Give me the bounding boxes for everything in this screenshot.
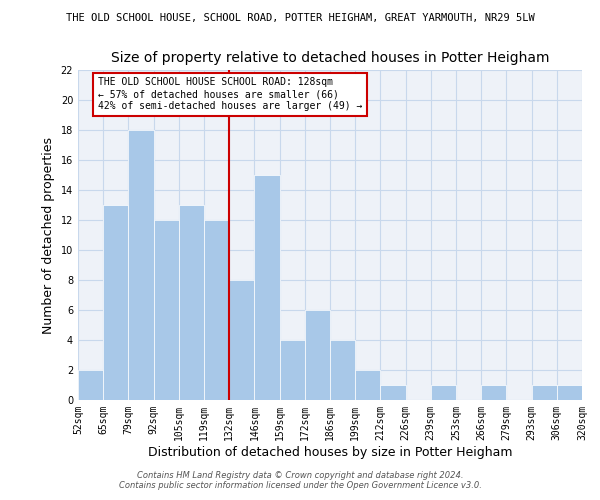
Text: Contains HM Land Registry data © Crown copyright and database right 2024.
Contai: Contains HM Land Registry data © Crown c… — [119, 470, 481, 490]
Bar — [305, 310, 330, 400]
Bar — [355, 370, 380, 400]
Bar — [154, 220, 179, 400]
Bar — [557, 385, 582, 400]
X-axis label: Distribution of detached houses by size in Potter Heigham: Distribution of detached houses by size … — [148, 446, 512, 458]
Bar — [78, 370, 103, 400]
Text: THE OLD SCHOOL HOUSE SCHOOL ROAD: 128sqm
← 57% of detached houses are smaller (6: THE OLD SCHOOL HOUSE SCHOOL ROAD: 128sqm… — [98, 78, 362, 110]
Bar — [204, 220, 229, 400]
Bar — [481, 385, 506, 400]
Bar — [431, 385, 456, 400]
Y-axis label: Number of detached properties: Number of detached properties — [42, 136, 55, 334]
Bar — [254, 175, 280, 400]
Bar — [532, 385, 557, 400]
Bar — [330, 340, 355, 400]
Bar — [128, 130, 154, 400]
Bar — [179, 205, 204, 400]
Bar — [103, 205, 128, 400]
Title: Size of property relative to detached houses in Potter Heigham: Size of property relative to detached ho… — [111, 50, 549, 64]
Bar — [229, 280, 254, 400]
Bar — [280, 340, 305, 400]
Text: THE OLD SCHOOL HOUSE, SCHOOL ROAD, POTTER HEIGHAM, GREAT YARMOUTH, NR29 5LW: THE OLD SCHOOL HOUSE, SCHOOL ROAD, POTTE… — [65, 12, 535, 22]
Bar — [380, 385, 406, 400]
